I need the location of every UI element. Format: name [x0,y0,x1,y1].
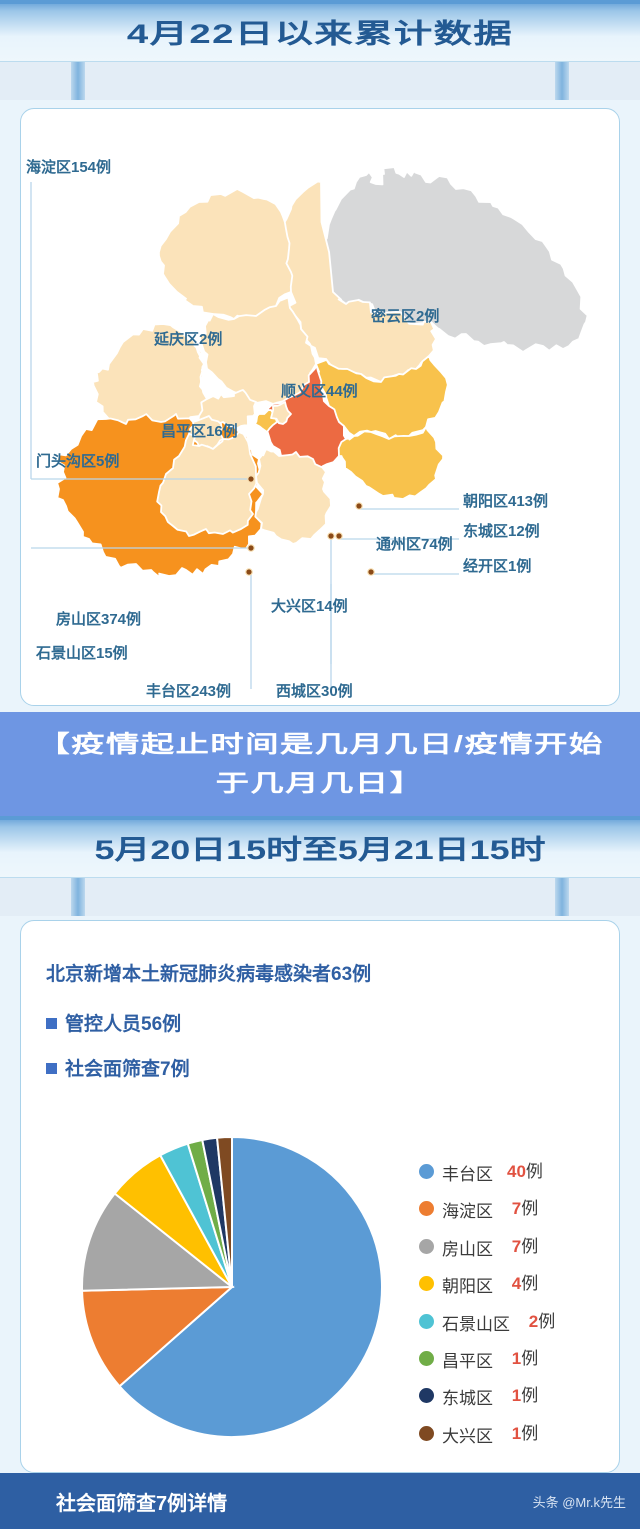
svg-text:密云区2例: 密云区2例 [371,307,439,325]
svg-text:顺义区44例: 顺义区44例 [281,382,358,400]
svg-text:房山区374例: 房山区374例 [56,610,141,628]
svg-text:东城区12例: 东城区12例 [463,522,540,540]
svg-text:昌平区16例: 昌平区16例 [161,422,238,440]
svg-text:通州区74例: 通州区74例 [376,535,453,553]
svg-text:朝阳区413例: 朝阳区413例 [463,492,548,510]
svg-text:延庆区2例: 延庆区2例 [153,330,222,348]
svg-text:大兴区14例: 大兴区14例 [271,597,348,615]
svg-text:门头沟区5例: 门头沟区5例 [36,452,119,470]
svg-text:西城区30例: 西城区30例 [276,682,353,700]
svg-text:经开区1例: 经开区1例 [463,557,531,575]
svg-text:石景山区15例: 石景山区15例 [35,644,128,662]
svg-text:丰台区243例: 丰台区243例 [146,682,231,700]
svg-text:海淀区154例: 海淀区154例 [26,158,111,176]
